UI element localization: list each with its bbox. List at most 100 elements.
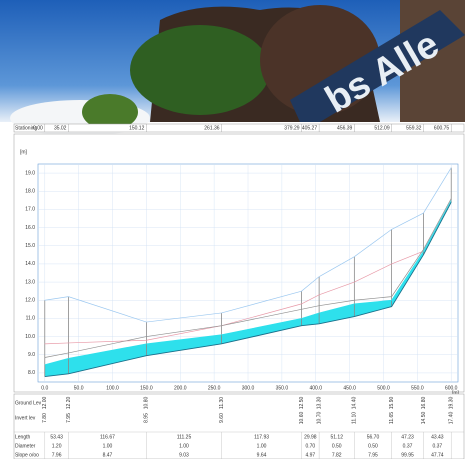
station-value: 0.00 [33,125,43,131]
y-tick-label: 13.0 [25,279,35,285]
table-cell: 53.43 [50,434,63,440]
y-tick-label: 18.0 [25,189,35,195]
x-tick-label: 150.0 [140,385,153,391]
table-cell: 47.23 [401,434,414,440]
station-value: 150.12 [129,125,145,131]
level-label: 11.65 [389,412,395,424]
profile-line [44,198,452,358]
y-tick-label: 17.0 [25,207,35,213]
level-label: 8.95 [144,413,150,423]
level-label: 17.40 [449,412,455,425]
y-tick-label: 16.0 [25,225,35,231]
level-label: 13.30 [316,397,322,410]
level-label: 7.95 [66,413,72,423]
level-label: 15.90 [389,397,395,410]
x-unit: [m] [452,390,460,396]
x-tick-label: 300.0 [242,385,255,391]
row-label: Ground Lev [15,400,42,406]
table-cell: 7.95 [368,452,378,458]
station-value: 512.09 [374,125,390,131]
y-tick-label: 14.0 [25,261,35,267]
level-label: 10.80 [144,397,150,410]
table-cell: 117.93 [254,434,269,440]
table-cell: 116.67 [100,434,115,440]
data-table [13,393,465,459]
station-value: 261.36 [204,125,220,131]
table-cell: 7.96 [52,452,62,458]
level-label: 11.30 [219,397,225,409]
y-tick-label: 11.0 [26,316,36,322]
x-tick-label: 200.0 [174,385,187,391]
level-label: 10.70 [316,412,322,425]
x-tick-label: 250.0 [208,385,221,391]
y-tick-label: 12.0 [25,298,35,304]
table-cell: 51.12 [330,434,343,440]
profile-line [44,167,452,323]
stationing-strip [13,123,465,133]
table-cell: 8.47 [103,452,113,458]
table-cell: 1.20 [52,443,62,449]
station-value: 600.75 [434,125,450,131]
table-cell: 0.70 [305,443,315,449]
chart-frame [13,133,465,393]
table-cell: 43.43 [431,434,444,440]
table-cell: 1.00 [257,443,267,449]
table-cell: 1.00 [179,443,189,449]
table-cell: 7.82 [332,452,342,458]
x-tick-label: 600.0 [445,385,458,391]
y-tick-label: 15.0 [25,243,35,249]
table-cell: 0.50 [368,443,378,449]
level-label: 12.20 [66,397,72,410]
x-tick-label: 550.0 [411,385,424,391]
level-label: 10.60 [299,412,305,425]
y-tick-label: 9.0 [28,352,35,358]
level-label: 16.80 [421,397,427,410]
station-value: 35.02 [54,125,67,131]
level-label: 9.60 [219,413,225,423]
level-label: 14.40 [352,397,358,410]
table-cell: 111.25 [177,434,192,440]
table-cell: 99.95 [401,452,414,458]
x-tick-label: 500.0 [377,385,390,391]
table-cell: 9.03 [179,452,189,458]
row-label: Slope o/oo [15,452,39,458]
level-label: 11.10 [352,412,358,424]
level-label: 12.00 [42,397,48,410]
x-tick-label: 350.0 [276,385,289,391]
station-value: 559.32 [406,125,422,131]
pipe-area [44,200,452,377]
table-cell: 0.37 [403,443,413,449]
row-label: Invert lev [15,415,36,421]
row-label: Length [15,434,31,440]
level-label: 7.80 [42,413,48,423]
table-cell: 29.98 [304,434,317,440]
y-unit: [m] [20,149,28,155]
station-value: 405.27 [302,125,318,131]
table-cell: 47.74 [431,452,444,458]
level-label: 14.50 [421,412,427,425]
station-value: 456.39 [337,125,353,131]
table-cell: 1.00 [103,443,113,449]
level-label: 12.50 [299,397,305,410]
x-tick-label: 400.0 [309,385,322,391]
profile-line [44,200,452,345]
station-value: 379.29 [284,125,300,131]
profile-line [44,201,452,377]
stationing-label: Stationing [15,125,37,131]
profile-line [44,200,452,366]
table-cell: 56.70 [367,434,380,440]
x-tick-label: 100.0 [106,385,119,391]
y-tick-label: 8.0 [28,370,35,376]
y-tick-label: 19.0 [25,170,35,176]
x-tick-label: 50.0 [74,385,84,391]
y-tick-label: 10.0 [25,334,35,340]
table-cell: 0.50 [332,443,342,449]
level-label: 19.30 [449,397,455,410]
table-cell: 0.37 [432,443,442,449]
table-cell: 4.97 [305,452,315,458]
row-label: Diameter [15,443,36,449]
photo: bs Alle [0,0,465,136]
x-tick-label: 450.0 [343,385,356,391]
x-tick-label: 0.0 [41,385,48,391]
